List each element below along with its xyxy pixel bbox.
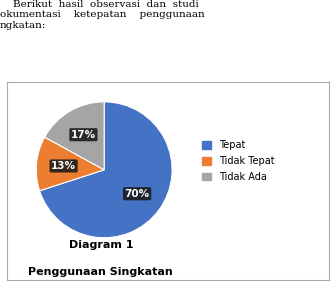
Text: 70%: 70% [125,189,150,199]
Wedge shape [45,102,104,170]
Text: Berikut  hasil  observasi  dan  studi
okumentasi    ketepatan    penggunaan
ngka: Berikut hasil observasi dan studi okumen… [0,0,205,30]
Wedge shape [40,102,172,238]
Text: 17%: 17% [71,130,96,140]
Wedge shape [36,137,104,191]
Text: 13%: 13% [51,161,76,171]
Text: Diagram 1: Diagram 1 [69,241,133,250]
Legend: Tepat, Tidak Tepat, Tidak Ada: Tepat, Tidak Tepat, Tidak Ada [202,140,275,182]
Text: Penggunaan Singkatan: Penggunaan Singkatan [29,267,173,277]
